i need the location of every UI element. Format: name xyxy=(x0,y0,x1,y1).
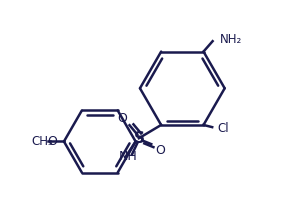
Text: NH₂: NH₂ xyxy=(220,33,242,46)
Text: O: O xyxy=(117,112,127,125)
Text: Cl: Cl xyxy=(218,122,229,135)
Text: CH₃: CH₃ xyxy=(32,135,53,148)
Text: O: O xyxy=(155,144,165,157)
Text: NH: NH xyxy=(119,150,137,163)
Text: O: O xyxy=(47,135,57,148)
Text: S: S xyxy=(133,131,144,146)
